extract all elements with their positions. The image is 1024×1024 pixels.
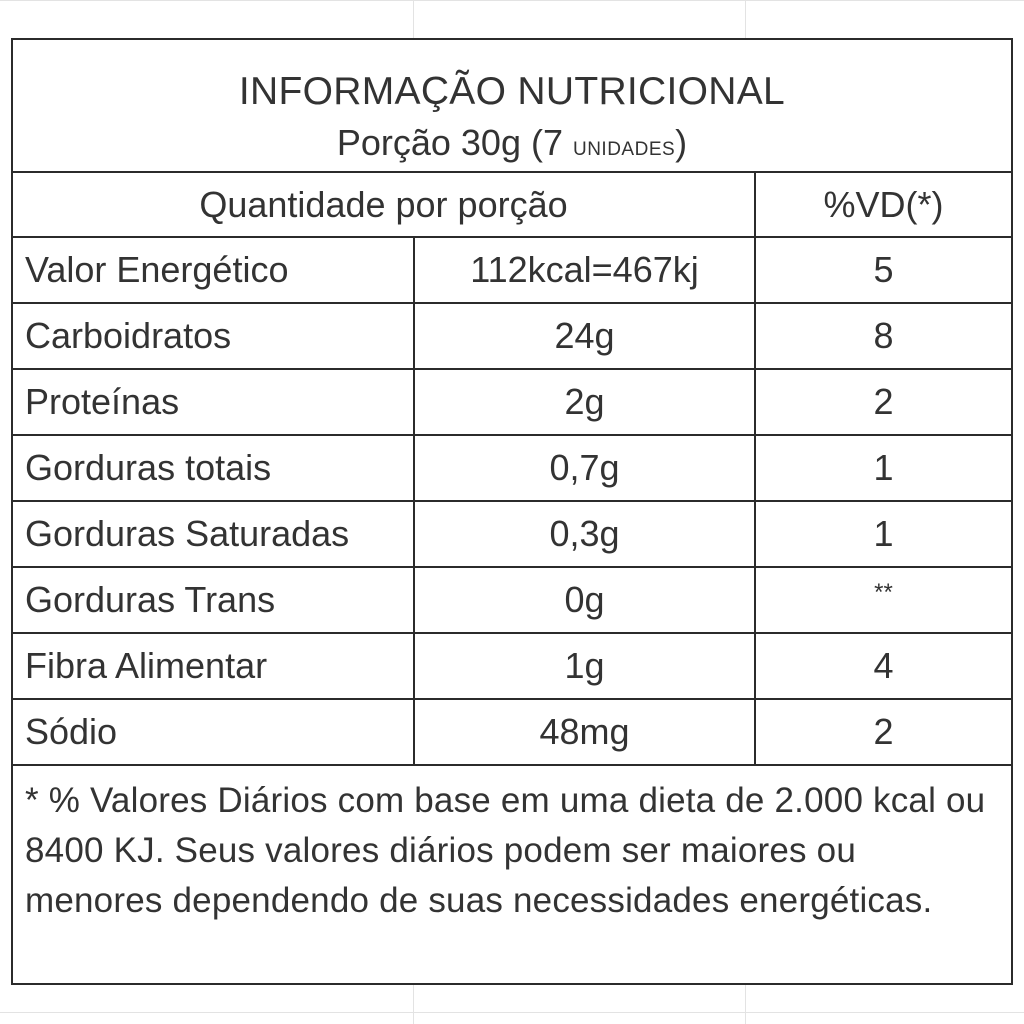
table-row: Proteínas 2g 2: [13, 370, 1011, 436]
column-header-row: Quantidade por porção %VD(*): [13, 173, 1011, 238]
serving-size-text: Porção 30g (7: [336, 122, 573, 163]
nutrient-name: Sódio: [13, 700, 415, 764]
table-row: Gorduras totais 0,7g 1: [13, 436, 1011, 502]
quantity-per-serving-header: Quantidade por porção: [13, 173, 756, 236]
table-row: Gorduras Saturadas 0,3g 1: [13, 502, 1011, 568]
daily-value-footnote: * % Valores Diários com base em uma diet…: [25, 781, 986, 920]
serving-size: Porção 30g (7 UNIDADES): [13, 122, 1011, 171]
serving-size-close: ): [675, 122, 688, 163]
nutrient-daily-value: 5: [873, 249, 894, 290]
serving-units: UNIDADES: [572, 139, 676, 160]
nutrient-amount: 0g: [415, 568, 756, 632]
nutrient-daily-value: 1: [873, 447, 894, 488]
nutrient-amount: 24g: [415, 304, 756, 368]
nutrient-rows: Valor Energético 112kcal=467kj 5 Carboid…: [13, 238, 1011, 766]
nutrient-daily-value: 2: [873, 711, 894, 752]
table-row: Gorduras Trans 0g **: [13, 568, 1011, 634]
nutrient-name: Valor Energético: [13, 238, 415, 302]
table-row: Valor Energético 112kcal=467kj 5: [13, 238, 1011, 304]
nutrient-daily-value: 4: [873, 645, 894, 686]
nutrient-name: Gorduras Saturadas: [13, 502, 415, 566]
nutrient-daily-value: 1: [873, 513, 894, 554]
daily-value-header: %VD(*): [823, 184, 944, 225]
table-title: INFORMAÇÃO NUTRICIONAL: [238, 70, 786, 113]
nutrient-amount: 48mg: [415, 700, 756, 764]
nutrient-name: Gorduras totais: [13, 436, 415, 500]
nutrient-amount: 112kcal=467kj: [415, 238, 756, 302]
nutrient-name: Proteínas: [13, 370, 415, 434]
table-row: Fibra Alimentar 1g 4: [13, 634, 1011, 700]
nutrient-amount: 0,3g: [415, 502, 756, 566]
nutrition-facts-table: INFORMAÇÃO NUTRICIONAL Porção 30g (7 UNI…: [11, 38, 1013, 985]
nutrient-name: Gorduras Trans: [13, 568, 415, 632]
table-row: Sódio 48mg 2: [13, 700, 1011, 766]
nutrient-daily-value: **: [874, 579, 893, 606]
nutrient-daily-value: 8: [873, 315, 894, 356]
nutrient-name: Fibra Alimentar: [13, 634, 415, 698]
nutrient-amount: 0,7g: [415, 436, 756, 500]
nutrient-daily-value: 2: [873, 381, 894, 422]
nutrient-amount: 2g: [415, 370, 756, 434]
table-row: Carboidratos 24g 8: [13, 304, 1011, 370]
nutrient-name: Carboidratos: [13, 304, 415, 368]
nutrient-amount: 1g: [415, 634, 756, 698]
table-header: INFORMAÇÃO NUTRICIONAL Porção 30g (7 UNI…: [13, 40, 1011, 173]
